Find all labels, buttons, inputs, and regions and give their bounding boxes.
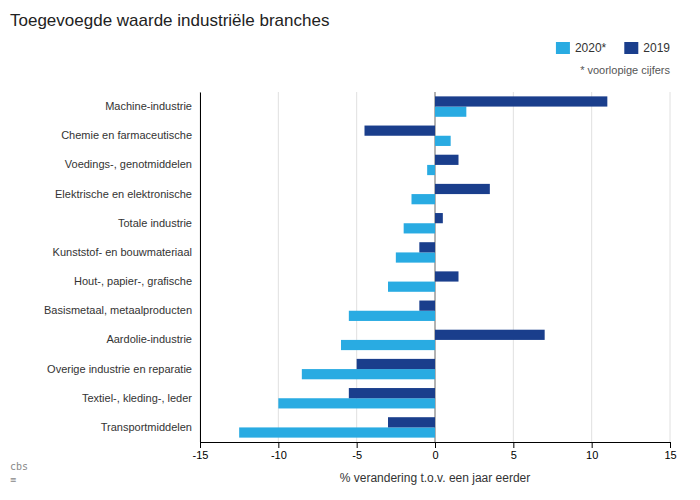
y-tick: Chemie en farmaceutische (61, 129, 192, 141)
bar (435, 136, 451, 146)
y-tick-label: Textiel-, kleding-, leder (82, 392, 192, 404)
y-tick: Kunststof- en bouwmateriaal (53, 246, 192, 258)
y-tick-label: Voedings-, genotmiddelen (65, 158, 192, 170)
bar (396, 252, 435, 262)
x-tick-label: 15 (664, 449, 676, 461)
bar (278, 398, 435, 408)
y-axis-line (200, 93, 201, 443)
y-tick-label: Elektrische en elektronische (55, 188, 192, 200)
y-tick: Textiel-, kleding-, leder (82, 392, 192, 404)
y-tick: Transportmiddelen (101, 421, 192, 433)
bar (341, 340, 435, 350)
logo-line: ≡ (10, 474, 16, 485)
bar (427, 165, 435, 175)
bar (435, 155, 459, 165)
bar (349, 311, 435, 321)
x-tick: 5 (511, 442, 517, 461)
x-tick-label: 0 (432, 449, 438, 461)
title: Toegevoegde waarde industriële branches (10, 11, 329, 30)
bar (435, 107, 466, 117)
y-tick: Voedings-, genotmiddelen (65, 158, 192, 170)
y-tick: Overige industrie en reparatie (47, 363, 192, 375)
x-tick-mark (357, 442, 358, 448)
grid-line (670, 92, 671, 442)
grid (200, 92, 670, 442)
x-tick-mark (435, 442, 436, 448)
x-tick-mark (670, 442, 671, 448)
legend-label: 2019 (643, 41, 670, 55)
grid-line (278, 92, 279, 442)
logo-line: cbs (10, 461, 28, 472)
legend-item: 2020* (556, 41, 607, 55)
series (239, 107, 466, 438)
x-tick-mark (513, 442, 514, 448)
bar (357, 359, 435, 369)
legend: 2020* 2019 (556, 41, 670, 55)
bar (388, 417, 435, 427)
bar (365, 126, 436, 136)
bar (419, 242, 435, 252)
grid-line (200, 92, 201, 442)
x-tick: 0 (432, 442, 438, 461)
bar (349, 388, 435, 398)
x-tick: -10 (271, 442, 287, 461)
legend-label: 2020* (575, 41, 607, 55)
y-tick: Elektrische en elektronische (55, 188, 192, 200)
bar (435, 330, 545, 340)
grid-line (513, 92, 514, 442)
y-tick-label: Hout-, papier-, grafische (74, 275, 192, 287)
x-tick: 10 (586, 442, 598, 461)
bar (435, 271, 459, 281)
x-tick-mark (592, 442, 593, 448)
bar (388, 282, 435, 292)
chart: Toegevoegde waarde industriële branches -… (0, 0, 700, 500)
note: * voorlopige cijfers (580, 64, 670, 76)
x-axis: -15 -10 -5 0 5 10 15 (193, 442, 677, 461)
bar (302, 369, 435, 379)
x-axis-title: % verandering t.o.v. een jaar eerder (340, 471, 531, 485)
plot: -15 -10 -5 0 5 10 15 Machine-industrie Chemie en… (44, 92, 677, 461)
bar (412, 194, 436, 204)
y-axis: Machine-industrie Chemie en farmaceutisch… (44, 93, 200, 443)
series (349, 96, 608, 427)
x-tick-label: -5 (352, 449, 362, 461)
y-tick: Aardolie-industrie (106, 333, 192, 345)
y-tick: Machine-industrie (105, 100, 192, 112)
y-tick-label: Basismetaal, metaalproducten (44, 304, 192, 316)
logo: cbs ≡ (10, 461, 28, 485)
x-tick-label: 10 (586, 449, 598, 461)
x-tick: -15 (193, 442, 209, 461)
legend-item: 2019 (624, 41, 670, 55)
y-tick-label: Transportmiddelen (101, 421, 192, 433)
y-tick-label: Overige industrie en reparatie (47, 363, 192, 375)
y-tick: Totale industrie (118, 217, 192, 229)
y-tick-label: Chemie en farmaceutische (61, 129, 192, 141)
x-tick-label: 5 (511, 449, 517, 461)
bar (435, 213, 443, 223)
bar (435, 184, 490, 194)
x-tick-mark (278, 442, 279, 448)
x-axis-line (201, 443, 671, 449)
bars (239, 96, 607, 437)
legend-swatch (624, 42, 638, 54)
x-tick: 15 (664, 442, 676, 461)
y-tick-label: Aardolie-industrie (106, 333, 192, 345)
x-tick-label: -10 (271, 449, 287, 461)
bar (404, 223, 435, 233)
y-tick: Basismetaal, metaalproducten (44, 304, 192, 316)
legend-swatch (556, 42, 570, 54)
y-tick: Hout-, papier-, grafische (74, 275, 192, 287)
bar (435, 96, 607, 106)
y-tick-label: Totale industrie (118, 217, 192, 229)
x-tick: -5 (352, 442, 362, 461)
bar (239, 427, 435, 437)
y-tick-label: Kunststof- en bouwmateriaal (53, 246, 192, 258)
x-tick-mark (200, 442, 201, 448)
y-tick-label: Machine-industrie (105, 100, 192, 112)
bar (419, 301, 435, 311)
x-tick-label: -15 (193, 449, 209, 461)
grid-line (591, 92, 592, 442)
